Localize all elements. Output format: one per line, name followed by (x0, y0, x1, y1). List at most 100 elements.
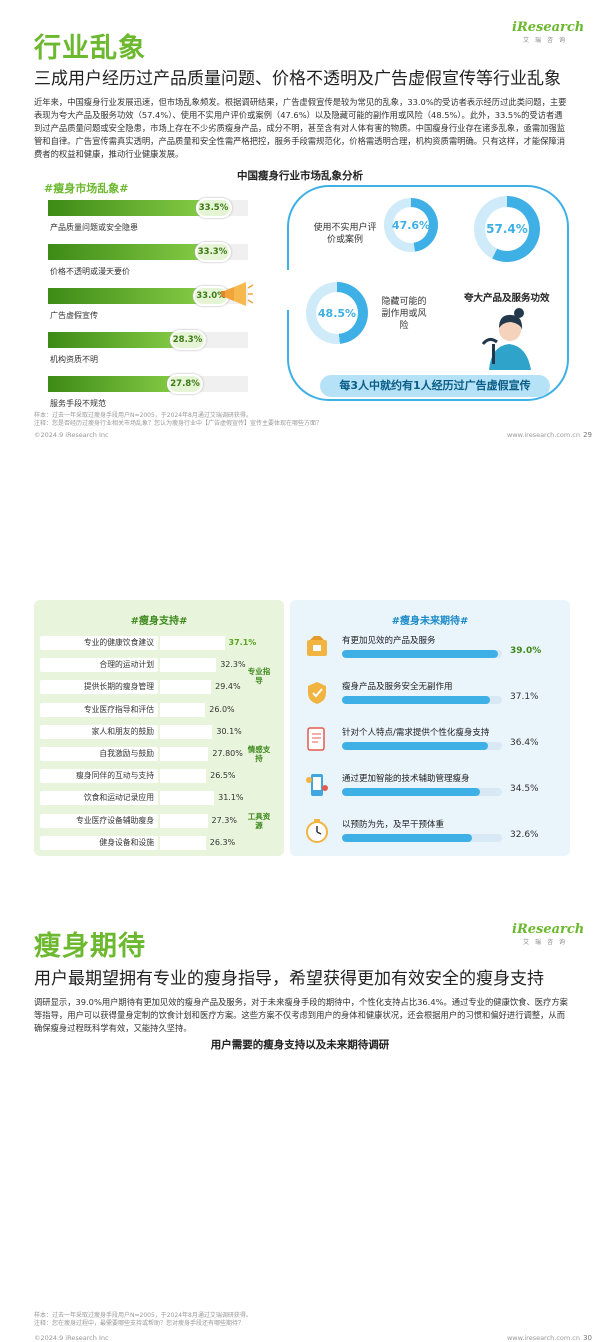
bar-label: 产品质量问题或安全隐患 (50, 223, 138, 232)
footnote-note: 注释：您是否经历过瘦身行业相关市场乱象？您认为瘦身行业中【广告虚假宣传】宣传主要… (34, 420, 323, 427)
expectation-value: 37.1% (510, 692, 539, 702)
market-chaos-row: 28.3% 机构资质不明 (48, 330, 248, 370)
safety-shield-icon (308, 682, 326, 704)
copyright: ©2024.9 iResearch Inc (34, 1334, 109, 1342)
donut-exaggerated-efficacy: 57.4% (474, 196, 540, 262)
support-value: 26.5% (210, 771, 236, 781)
expectation-row: 通过更加智能的技术辅助管理瘦身 34.5% (300, 770, 562, 810)
support-value: 31.1% (218, 793, 244, 803)
expectation-row: 有更加见效的产品及服务 39.0% (300, 632, 562, 672)
expectation-fill (342, 650, 498, 658)
expectation-value: 32.6% (510, 830, 539, 840)
ad-banner: 每3人中就约有1人经历过广告虚假宣传 (320, 375, 550, 397)
page-subtitle: 用户最期望拥有专业的瘦身指导，希望获得更加有效安全的瘦身支持 (34, 969, 544, 989)
stopwatch-icon (306, 819, 328, 843)
support-group-label: 情感支持 (247, 745, 271, 763)
expectation-row: 针对个人特点/需求提供个性化瘦身支持 36.4% (300, 724, 562, 764)
body-paragraph: 近年来，中国瘦身行业发展迅速，但市场乱象频发。根据调研结果，广告虚假宣传是较为常… (34, 97, 567, 159)
bar-fill (48, 288, 213, 304)
expectation-panel (290, 600, 570, 856)
checklist-icon (307, 727, 325, 751)
website-link[interactable]: www.iresearch.com.cn (506, 1334, 580, 1342)
support-value: 26.0% (209, 704, 235, 714)
support-label-box: 家人和朋友的鼓励 (40, 724, 158, 739)
support-label-box: 自我激励与鼓励 (40, 747, 158, 761)
bar-value: 27.8% (167, 374, 203, 394)
support-label-box: 健身设备和设施 (40, 835, 158, 850)
market-chaos-heading: #瘦身市场乱象# (44, 182, 129, 195)
donut-label: 隐藏可能的副作用或风险 (381, 297, 427, 331)
market-chaos-row: 33.3% 价格不透明或漫天要价 (48, 242, 248, 282)
support-label-box: 提供长期的瘦身管理 (40, 680, 158, 695)
donut-value: 47.6% (392, 207, 430, 243)
expectation-value: 34.5% (510, 784, 539, 794)
support-label-box: 专业的健康饮食建议 (40, 636, 158, 650)
expectation-label: 以预防为先，及早干预体重 (342, 820, 445, 830)
support-value: 32.3% (220, 660, 246, 670)
support-bar (160, 680, 212, 695)
support-label: 专业的健康饮食建议 (83, 638, 154, 647)
bar-value: 33.5% (195, 198, 232, 218)
page-number: 29 (583, 431, 592, 439)
bar-label: 服务手段不规范 (50, 399, 106, 408)
footnote: 样本：过去一年采取过瘦身手段用户N=2005，于2024年8月通过艾瑞调研获得。… (34, 1312, 252, 1328)
website-link[interactable]: www.iresearch.com.cn (506, 431, 580, 439)
expectation-label: 针对个人特点/需求提供个性化瘦身支持 (342, 728, 490, 738)
support-group-label: 工具资源 (247, 811, 271, 830)
support-label: 家人和朋友的鼓励 (91, 726, 154, 736)
donut-label-strong: 夸大产品及服务功效 (464, 293, 550, 304)
support-bar (160, 791, 215, 806)
bar-value: 28.3% (169, 330, 206, 350)
support-label: 提供长期的瘦身管理 (83, 682, 154, 692)
megaphone-icon (221, 282, 254, 306)
report-page-29: 行业乱象 iResearch 艾瑞咨询 三成用户经历过产品质量问题、价格不透明及… (0, 0, 600, 450)
copyright: ©2024.9 iResearch Inc (34, 431, 109, 439)
support-label-box: 专业医疗设备辅助瘦身 (40, 813, 158, 828)
support-label: 饮食和运动记录应用 (83, 793, 154, 803)
bar-fill (48, 376, 187, 392)
support-value: 30.1% (216, 726, 242, 736)
expectation-track (342, 834, 502, 842)
bar-fill (48, 332, 190, 348)
support-label: 瘦身同伴的互动与支持 (76, 771, 154, 781)
support-label-box: 饮食和运动记录应用 (40, 791, 158, 806)
footnote: 样本：过去一年采取过瘦身手段用户N=2005，于2024年8月通过艾瑞调研获得。… (34, 412, 322, 428)
bar-label: 价格不透明或漫天要价 (50, 267, 130, 276)
bar-fill (48, 244, 215, 260)
bar-label: 机构资质不明 (50, 355, 98, 364)
support-label: 自我激励与鼓励 (99, 749, 154, 758)
market-chaos-row: 33.0% 广告虚假宣传 (48, 286, 248, 326)
product-box-icon (307, 636, 327, 656)
expectation-fill (342, 696, 491, 704)
bar-value: 33.3% (194, 242, 231, 262)
market-chaos-panel: #瘦身市场乱象# 33.5% 产品质量问题或安全隐患 33.3% 价格不透明或漫天要价… (34, 180, 254, 410)
support-value: 29.4% (215, 682, 241, 692)
support-group-label: 专业指导 (247, 667, 271, 686)
logo-brand: iResearch (512, 922, 585, 937)
support-bar (160, 813, 208, 828)
expectation-label: 瘦身产品及服务安全无副作用 (342, 682, 453, 692)
expectation-row: 瘦身产品及服务安全无副作用 37.1% (300, 678, 562, 718)
page-title: 行业乱象 (34, 33, 146, 64)
bar-label: 广告虚假宣传 (50, 311, 98, 320)
expectation-fill (342, 788, 480, 796)
smartphone-icon (306, 774, 328, 796)
bar-track (48, 332, 248, 348)
footnote-note: 注释：您在瘦身过程中，最需要哪些支持或帮助？您对瘦身手段还有哪些期待？ (34, 1320, 245, 1327)
support-label-box: 专业医疗指导和评估 (40, 702, 158, 717)
footnote-sample: 样本：过去一年采取过瘦身手段用户N=2005，于2024年8月通过艾瑞调研获得。 (34, 1312, 252, 1319)
support-value: 37.1% (228, 638, 257, 647)
expectation-track (342, 788, 502, 796)
expectation-fill (342, 742, 488, 750)
expectation-heading: #瘦身未来期待# (391, 616, 469, 627)
donut-hidden-risk: 48.5% (306, 282, 368, 344)
chart-title: 中国瘦身行业市场乱象分析 (237, 170, 363, 182)
logo-subtext: 艾瑞咨询 (522, 939, 571, 946)
expectation-fill (342, 834, 473, 842)
support-label: 健身设备和设施 (99, 837, 154, 847)
footnote-sample: 样本：过去一年采取过瘦身手段用户N=2005，于2024年8月通过艾瑞调研获得。 (34, 412, 252, 419)
support-label-box: 合理的运动计划 (40, 658, 158, 673)
support-value: 27.80% (212, 749, 243, 758)
support-bar (160, 636, 225, 650)
expectation-row: 以预防为先，及早干预体重 32.6% (300, 816, 562, 856)
